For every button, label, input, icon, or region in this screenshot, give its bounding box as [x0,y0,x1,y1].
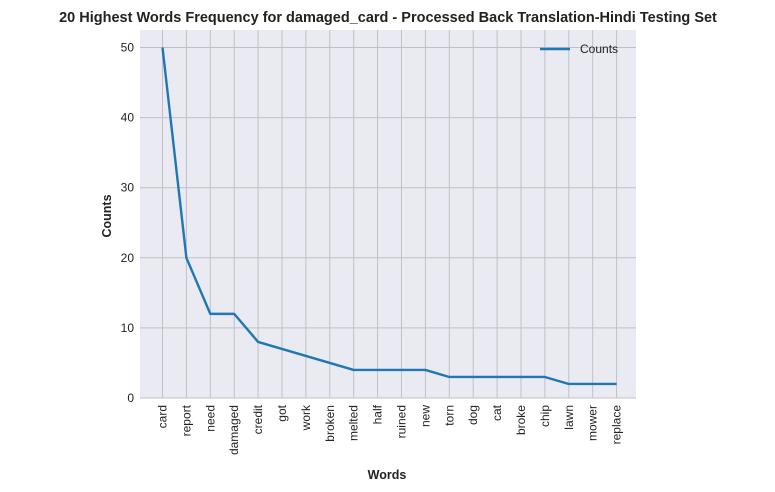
grid-lines [140,30,636,399]
y-tick-label: 30 [121,181,135,195]
x-tick-label: broken [323,405,337,442]
x-tick-label: credit [251,404,265,434]
x-tick-label: dog [466,405,480,425]
x-axis-label: Words [368,468,407,482]
y-axis: 0 10 20 30 40 50 [121,41,135,405]
x-tick-label: mower [586,405,600,441]
y-tick-label: 0 [127,391,134,405]
x-tick-label: melted [347,405,361,441]
x-tick-label: torn [442,405,456,426]
x-tick-label: need [203,405,217,432]
x-axis: card report need damaged credit got work broken… [156,404,624,455]
x-tick-label: broke [514,405,528,435]
x-tick-label: got [275,404,289,421]
y-axis-label: Counts [100,194,114,237]
y-tick-label: 40 [121,111,135,125]
y-tick-label: 50 [121,41,135,55]
x-tick-label: work [299,404,313,431]
legend: Counts [540,42,618,56]
x-tick-label: report [179,404,193,436]
x-tick-label: cat [490,404,504,421]
x-tick-label: ruined [395,405,409,438]
legend-label: Counts [580,42,618,56]
x-tick-label: replace [610,405,624,445]
x-tick-label: card [156,405,170,428]
series-line [161,47,617,386]
y-tick-label: 10 [121,321,135,335]
x-tick-label: new [418,405,432,427]
chart-title: 20 Highest Words Frequency for damaged_c… [59,10,717,26]
x-tick-label: damaged [227,405,241,455]
plot-area [140,30,636,398]
y-tick-label: 20 [121,251,135,265]
series-layer [161,47,617,386]
x-tick-label: half [371,404,385,424]
x-tick-label: lawn [562,405,576,430]
x-tick-label: chip [538,405,552,427]
